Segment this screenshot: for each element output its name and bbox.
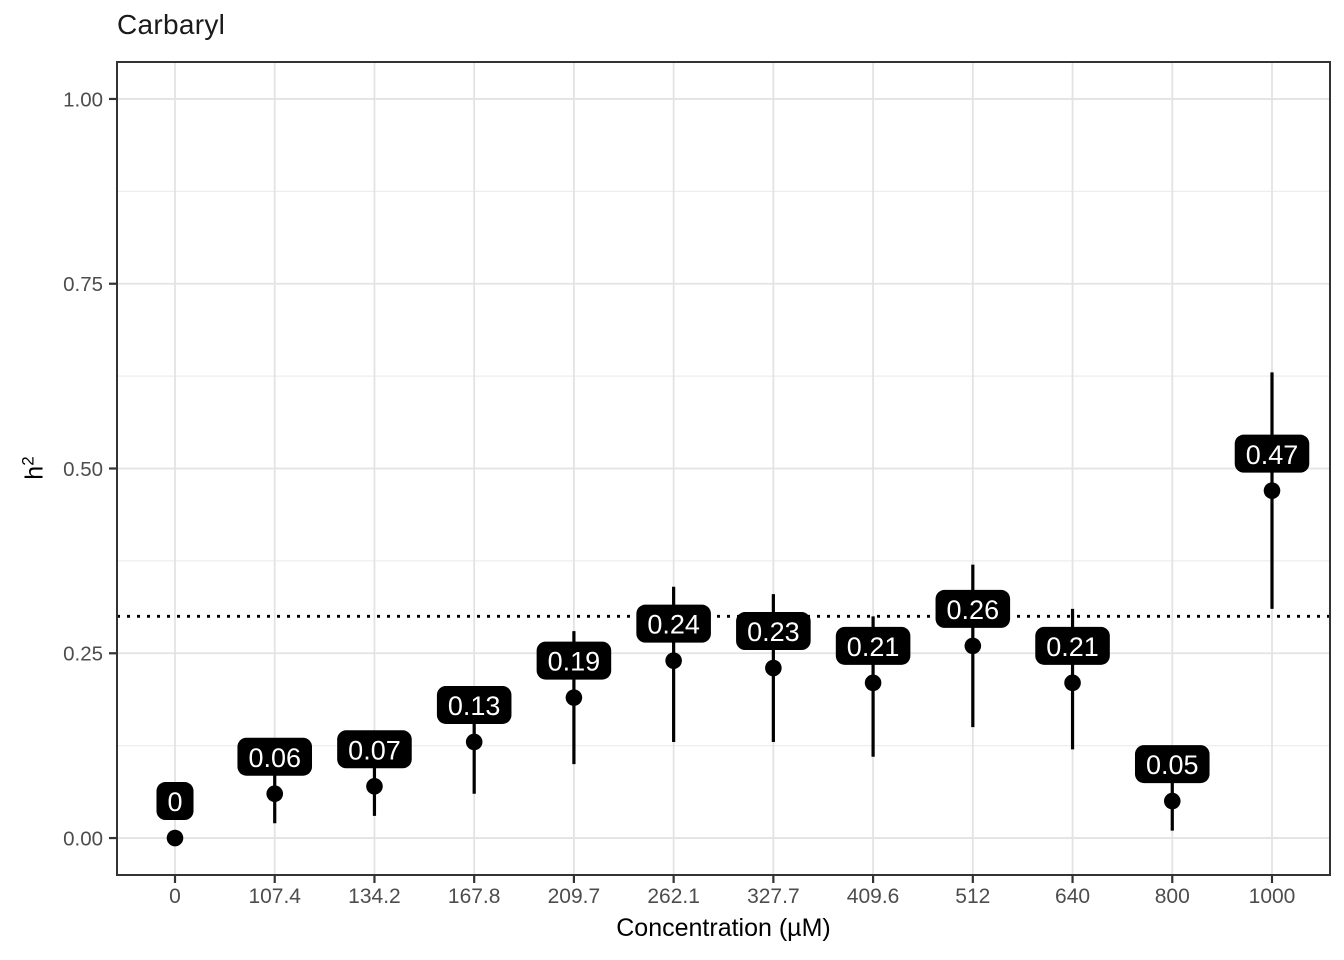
value-label-box bbox=[536, 641, 612, 680]
value-label-box bbox=[436, 685, 512, 724]
data-point bbox=[366, 778, 383, 795]
x-tick-label: 262.1 bbox=[647, 885, 700, 908]
data-point bbox=[1064, 674, 1081, 692]
data-point bbox=[166, 829, 184, 847]
x-tick-label: 209.7 bbox=[548, 885, 601, 908]
value-label: 0.06 bbox=[237, 737, 313, 776]
data-point bbox=[266, 785, 284, 802]
x-tick-label: 640 bbox=[1055, 885, 1090, 908]
x-tick-label: 409.6 bbox=[847, 885, 900, 908]
value-label-box bbox=[337, 730, 412, 769]
value-label: 0.19 bbox=[536, 641, 612, 680]
value-label-text: 0.07 bbox=[348, 735, 401, 765]
y-tick-label: 0.00 bbox=[63, 827, 103, 850]
data-point bbox=[565, 689, 583, 706]
x-tick-label: 327.7 bbox=[747, 885, 800, 908]
data-point bbox=[465, 733, 483, 751]
x-tick-label: 167.8 bbox=[448, 885, 501, 908]
x-tick-label: 1000 bbox=[1249, 885, 1296, 908]
data-point bbox=[665, 652, 682, 669]
value-label-text: 0.21 bbox=[847, 632, 900, 662]
chart-title: Carbaryl bbox=[117, 9, 226, 40]
x-tick-label: 800 bbox=[1155, 885, 1190, 908]
value-label-box bbox=[1134, 745, 1210, 784]
value-label-text: 0.19 bbox=[548, 647, 601, 677]
value-label-text: 0.47 bbox=[1246, 440, 1299, 470]
x-tick-label: 134.2 bbox=[348, 885, 401, 908]
value-label-box bbox=[736, 612, 811, 651]
x-tick-label: 107.4 bbox=[248, 885, 301, 908]
data-point bbox=[1263, 482, 1281, 499]
y-tick-label: 0.50 bbox=[63, 458, 103, 481]
data-point bbox=[864, 674, 882, 692]
data-point bbox=[964, 637, 982, 655]
value-label: 0.21 bbox=[835, 626, 911, 665]
value-label-text: 0.24 bbox=[647, 610, 700, 640]
value-label: 0 bbox=[156, 782, 194, 821]
value-label-text: 0.06 bbox=[248, 743, 301, 773]
value-label: 0.23 bbox=[736, 612, 811, 651]
value-label: 0.24 bbox=[636, 604, 711, 643]
y-tick-label: 0.75 bbox=[63, 273, 103, 296]
x-tick-label: 0 bbox=[169, 885, 181, 908]
value-label: 0.26 bbox=[935, 589, 1011, 628]
value-label-text: 0.21 bbox=[1046, 632, 1099, 662]
value-label-text: 0.05 bbox=[1146, 750, 1199, 780]
value-label-text: 0.13 bbox=[448, 691, 501, 721]
value-label-box bbox=[935, 589, 1011, 628]
value-label-box bbox=[1234, 434, 1310, 473]
data-point bbox=[1163, 792, 1181, 810]
value-label-box bbox=[156, 782, 194, 821]
value-label-box bbox=[237, 737, 313, 776]
y-tick-label: 0.25 bbox=[63, 643, 103, 666]
data-point bbox=[765, 659, 782, 677]
value-label-box bbox=[835, 626, 911, 665]
x-tick-label: 512 bbox=[955, 885, 990, 908]
value-label-box bbox=[636, 604, 711, 643]
value-label-text: 0 bbox=[167, 787, 182, 817]
value-label: 0.13 bbox=[436, 685, 512, 724]
value-label: 0.07 bbox=[337, 730, 412, 769]
x-axis-title: Concentration (µM) bbox=[616, 914, 831, 942]
value-label-text: 0.23 bbox=[747, 617, 800, 647]
value-label: 0.21 bbox=[1035, 626, 1110, 665]
value-label-box bbox=[1035, 626, 1110, 665]
value-label: 0.47 bbox=[1234, 434, 1310, 473]
value-label-text: 0.26 bbox=[947, 595, 1000, 625]
y-tick-label: 1.00 bbox=[63, 88, 103, 111]
value-label: 0.05 bbox=[1134, 745, 1210, 784]
